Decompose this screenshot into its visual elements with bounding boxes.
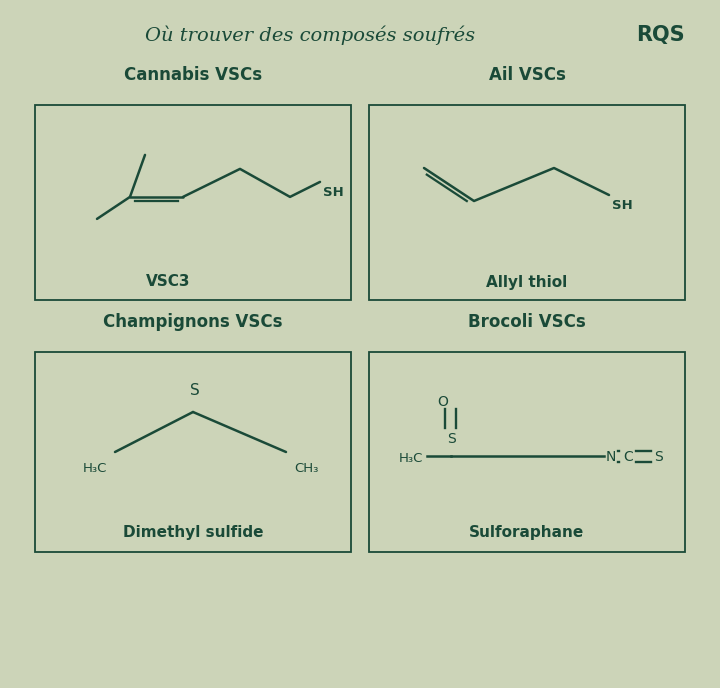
Text: SH: SH <box>323 186 343 199</box>
Text: Dimethyl sulfide: Dimethyl sulfide <box>122 524 264 539</box>
Text: S: S <box>654 450 662 464</box>
Text: SH: SH <box>612 199 633 212</box>
Text: N: N <box>606 450 616 464</box>
Text: CH₃: CH₃ <box>294 462 318 475</box>
Text: Champignons VSCs: Champignons VSCs <box>103 313 283 331</box>
Text: S: S <box>446 432 455 446</box>
Bar <box>369 352 685 552</box>
Text: Brocoli VSCs: Brocoli VSCs <box>468 313 586 331</box>
Text: Allyl thiol: Allyl thiol <box>487 275 567 290</box>
Text: H₃C: H₃C <box>399 451 423 464</box>
Text: O: O <box>438 395 449 409</box>
Bar <box>369 105 685 300</box>
Text: C: C <box>623 450 633 464</box>
Text: Ail VSCs: Ail VSCs <box>489 66 565 84</box>
Text: Où trouver des composés soufrés: Où trouver des composés soufrés <box>145 25 475 45</box>
Text: S: S <box>190 383 200 398</box>
Bar <box>35 105 351 300</box>
Text: Cannabis VSCs: Cannabis VSCs <box>124 66 262 84</box>
Text: VSC3: VSC3 <box>145 275 190 290</box>
Text: RQS: RQS <box>636 25 684 45</box>
Bar <box>35 352 351 552</box>
Text: Sulforaphane: Sulforaphane <box>469 524 585 539</box>
Text: H₃C: H₃C <box>83 462 107 475</box>
